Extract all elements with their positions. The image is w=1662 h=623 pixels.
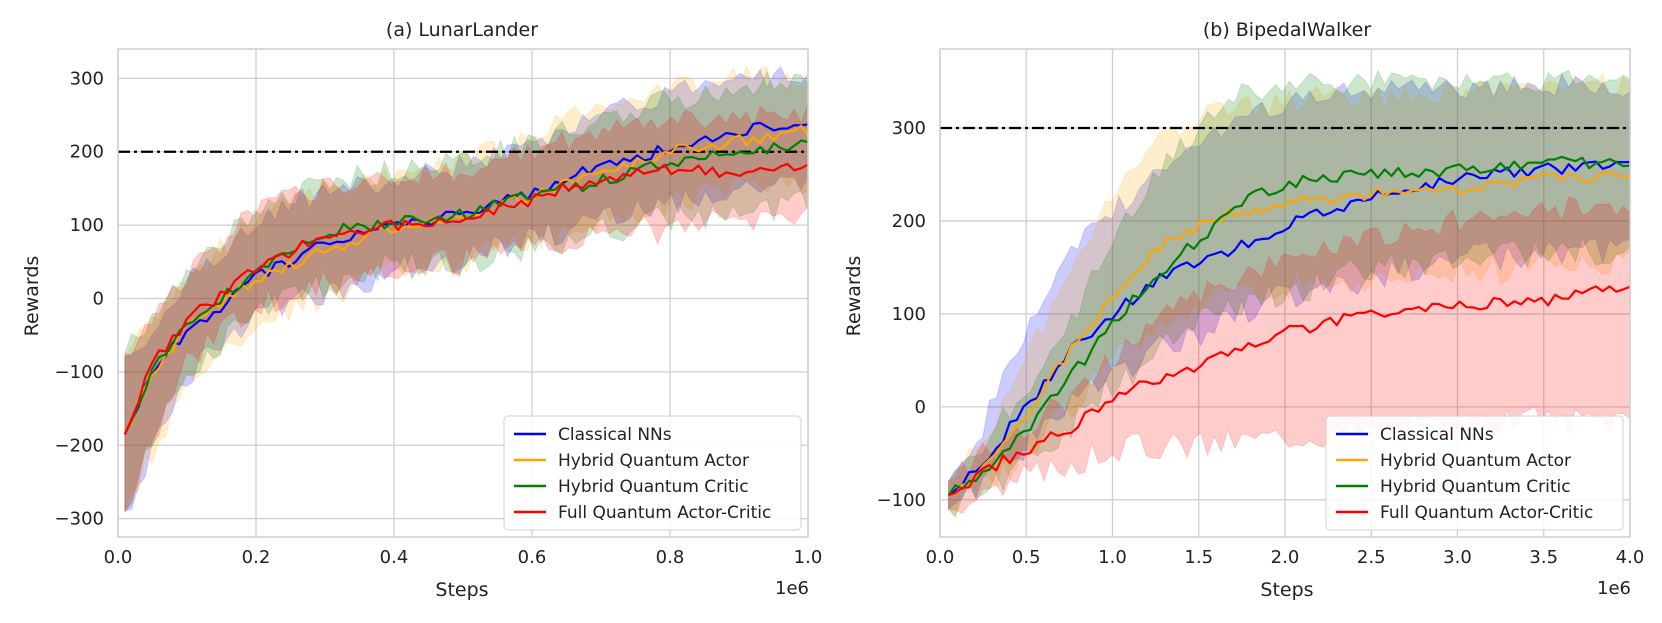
left-y-tick-label: −100 [55, 362, 104, 383]
right-x-tick-label: 2.5 [1357, 547, 1386, 568]
right-x-tick-label: 3.5 [1529, 547, 1558, 568]
left-x-tick-label: 0.2 [242, 547, 271, 568]
left-x-tick-label: 0.0 [104, 547, 133, 568]
right-chart-title: (b) BipedalWalker [1203, 19, 1371, 41]
right-x-tick-label: 2.0 [1271, 547, 1300, 568]
left-legend-label-1: Hybrid Quantum Actor [558, 451, 749, 471]
left-line-series-3 [123, 162, 809, 435]
right-y-tick-label: 300 [892, 118, 926, 139]
left-axes-frame [117, 48, 809, 538]
left-x-tick-label: 0.8 [656, 547, 685, 568]
left-x-tick-label: 0.4 [380, 547, 409, 568]
left-plot-area: 0.0 0.2 0.4 0.6 0.8 1.0 −300 −200 −100 0 100 200 300… [55, 48, 823, 568]
left-y-axis-label: Rewards [21, 256, 43, 337]
right-y-axis-label: Rewards [843, 256, 865, 337]
right-legend-box [1325, 415, 1624, 531]
right-legend-label-2: Hybrid Quantum Critic [1380, 477, 1571, 497]
right-x-tick-label: 1.5 [1184, 547, 1213, 568]
left-y-tick-label: 300 [70, 68, 104, 89]
right-legend-label-0: Classical NNs [1380, 425, 1494, 445]
right-x-tick-label: 4.0 [1616, 547, 1645, 568]
right-x-tick-label: 1.0 [1098, 547, 1127, 568]
left-x-tick-label: 0.6 [518, 547, 547, 568]
left-legend-box [503, 415, 802, 531]
left-y-tick-label: 0 [93, 289, 104, 310]
right-x-tick-label: 0.0 [926, 547, 955, 568]
left-chart-title: (a) LunarLander [386, 19, 538, 41]
left-x-axis-label: Steps [435, 579, 488, 601]
right-x-tick-label: 3.0 [1443, 547, 1472, 568]
right-x-axis-label: Steps [1260, 579, 1313, 601]
right-x-multiplier: 1e6 [1597, 578, 1631, 599]
left-y-tick-label: 200 [70, 142, 104, 163]
left-y-tick-label: −200 [55, 435, 104, 456]
right-plot-area: 0.0 0.5 1.0 1.5 2.0 2.5 3.0 3.5 4.0 −100 0 100 200 30… [877, 48, 1645, 568]
right-x-tick-label: 0.5 [1012, 547, 1041, 568]
right-legend-label-3: Full Quantum Actor-Critic [1380, 503, 1593, 523]
left-x-tick-label: 1.0 [794, 547, 823, 568]
left-y-tick-label: 100 [70, 215, 104, 236]
left-legend-label-0: Classical NNs [558, 425, 672, 445]
right-y-tick-label: 100 [892, 304, 926, 325]
right-line-series-2 [947, 155, 1631, 496]
right-y-tick-label: −100 [877, 490, 926, 511]
right-y-tick-label: 0 [915, 397, 926, 418]
right-y-tick-label: 200 [892, 211, 926, 232]
left-legend-label-2: Hybrid Quantum Critic [558, 477, 749, 497]
left-legend-label-3: Full Quantum Actor-Critic [558, 503, 771, 523]
left-y-tick-label: −300 [55, 509, 104, 530]
right-axes-frame [939, 48, 1631, 538]
right-line-series-1 [948, 170, 1631, 497]
right-line-series-3 [948, 285, 1631, 497]
left-x-multiplier: 1e6 [775, 578, 809, 599]
right-legend-label-1: Hybrid Quantum Actor [1380, 451, 1571, 471]
